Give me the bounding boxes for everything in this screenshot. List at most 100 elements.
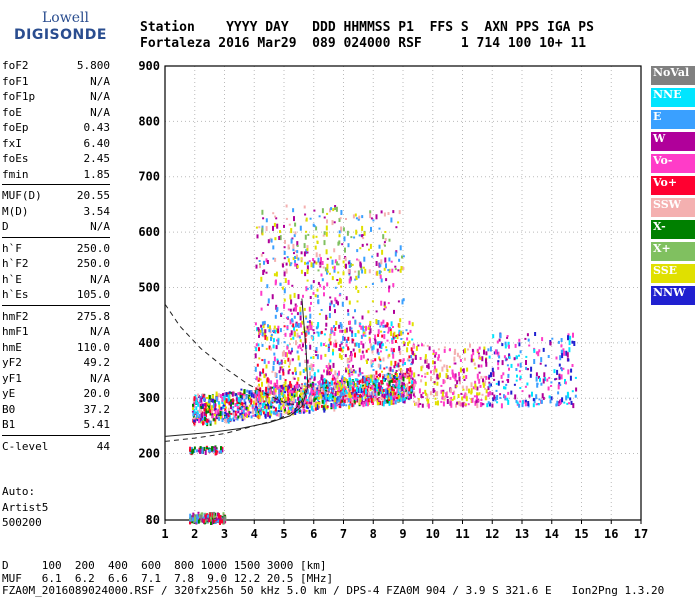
echo-point (419, 403, 422, 405)
echo-point (362, 329, 365, 334)
echo-point (240, 388, 243, 391)
echo-point (221, 515, 224, 518)
echo-point (519, 350, 522, 354)
echo-point (357, 259, 360, 262)
echo-cluster-f-high (260, 254, 405, 337)
echo-point (283, 224, 285, 228)
echo-point (380, 395, 383, 399)
echo-point (340, 354, 343, 360)
echo-point (247, 406, 250, 412)
echo-point (209, 512, 212, 518)
echo-point (240, 409, 243, 413)
echo-point (215, 447, 218, 450)
echo-point (379, 373, 381, 378)
echo-point (533, 359, 536, 364)
echo-point (383, 241, 386, 244)
echo-point (300, 332, 303, 335)
echo-point (320, 374, 323, 380)
echo-point (399, 351, 402, 355)
echo-point (195, 518, 198, 522)
echo-point (221, 519, 223, 524)
echo-point (537, 351, 540, 357)
echo-point (299, 322, 302, 328)
echo-point (304, 261, 306, 265)
param-row: hmF1 N/A (2, 324, 110, 340)
echo-point (236, 404, 239, 406)
echo-point (265, 347, 268, 350)
echo-point (417, 374, 420, 377)
echo-point (262, 217, 265, 220)
echo-point (369, 320, 372, 326)
x-tick-label: 7 (340, 527, 347, 541)
echo-point (461, 396, 464, 401)
echo-point (310, 363, 313, 369)
echo-point (324, 391, 327, 396)
echo-point (392, 210, 395, 214)
echo-point (375, 214, 378, 220)
echo-point (455, 385, 458, 388)
echo-point (332, 266, 334, 269)
echo-point (558, 373, 561, 378)
echo-point (260, 290, 263, 296)
echo-point (273, 406, 276, 409)
echo-point (203, 396, 205, 401)
echo-point (262, 408, 265, 411)
echo-point (323, 216, 326, 219)
echo-point (342, 335, 345, 341)
echo-point (276, 401, 279, 404)
echo-point (261, 343, 264, 347)
echo-point (220, 394, 222, 399)
echo-point (273, 394, 276, 398)
echo-point (318, 401, 321, 405)
echo-point (354, 319, 357, 325)
echo-point (291, 404, 294, 409)
echo-point (472, 358, 475, 362)
echo-point (345, 367, 348, 370)
echo-point (518, 370, 521, 373)
echo-point (271, 370, 274, 373)
echo-point (189, 516, 192, 522)
echo-point (350, 371, 353, 373)
echo-point (467, 348, 470, 351)
echo-point (270, 334, 273, 339)
echo-point (378, 244, 381, 249)
echo-point (316, 351, 319, 354)
echo-point (295, 391, 298, 397)
echo-point (570, 368, 573, 373)
echo-point (403, 398, 406, 404)
echo-point (306, 251, 309, 254)
echo-point (428, 346, 431, 351)
echo-point (213, 402, 215, 406)
echo-point (539, 377, 541, 382)
echo-point (275, 395, 277, 399)
echo-point (329, 359, 332, 363)
echo-point (337, 263, 340, 266)
echo-point (355, 390, 358, 396)
echo-point (312, 335, 315, 341)
echo-point (504, 344, 507, 349)
echo-point (402, 393, 405, 396)
echo-point (458, 371, 460, 376)
echo-point (347, 261, 350, 265)
echo-point (518, 342, 521, 347)
echo-point (358, 397, 360, 403)
echo-point (244, 401, 247, 407)
echo-point (243, 404, 246, 407)
echo-point (211, 398, 214, 403)
echo-point (422, 344, 425, 347)
echo-point (380, 385, 382, 388)
echo-point (563, 401, 566, 404)
echo-point (418, 388, 421, 394)
echo-point (398, 210, 401, 215)
echo-point (382, 401, 385, 407)
echo-point (454, 376, 457, 382)
echo-point (506, 336, 509, 339)
echo-point (318, 385, 321, 390)
echo-point (284, 352, 287, 357)
echo-point (381, 343, 384, 347)
echo-point (217, 519, 219, 523)
echo-point (378, 356, 381, 360)
echo-point (432, 352, 435, 355)
echo-point (372, 381, 375, 386)
echo-point (541, 337, 544, 342)
